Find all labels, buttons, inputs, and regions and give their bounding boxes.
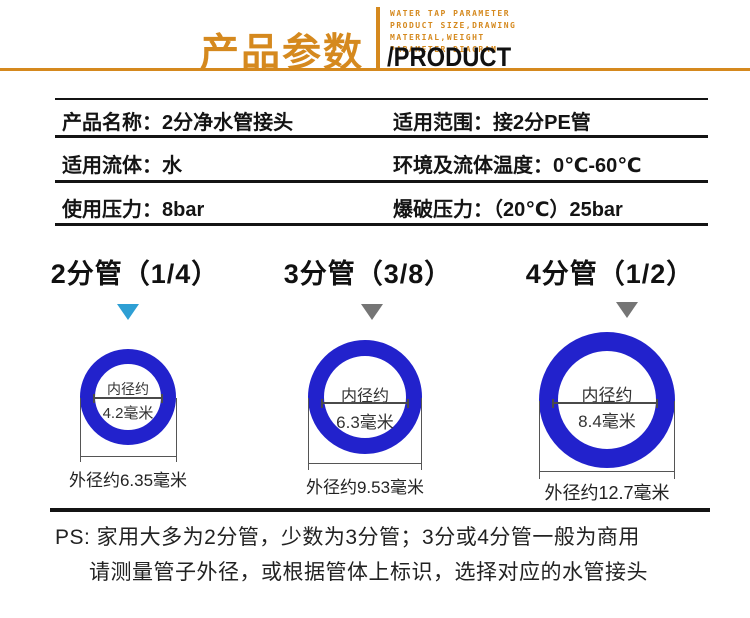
- page-title: 产品参数: [200, 32, 365, 75]
- table-rule: [55, 180, 708, 183]
- tagline-line: PARAMETER DIAGRAM: [390, 45, 498, 54]
- spec-label: 使用压力：: [62, 199, 162, 221]
- spec-value: （20℃）25bar: [493, 199, 623, 221]
- spec-label: 爆破压力：: [393, 199, 493, 221]
- inner-diameter-line: [321, 398, 409, 408]
- inner-diameter-line: [93, 393, 163, 403]
- spec-temperature: 环境及流体温度：0℃-60℃: [393, 149, 641, 178]
- table-rule: [55, 223, 708, 226]
- header-tagline: WATER TAP PARAMETER PRODUCT SIZE,DRAWING…: [390, 8, 516, 56]
- spec-label: 环境及流体温度：: [393, 155, 553, 177]
- note-line-1: PS: 家用大多为2分管，少数为3分管；3分或4分管一般为商用: [55, 526, 640, 549]
- spec-label: 适用流体：: [62, 155, 162, 177]
- measure-extension-line: [80, 398, 81, 462]
- pipe-ring-4fen: [539, 332, 675, 468]
- spec-value: 接2分PE管: [493, 112, 591, 134]
- spec-product-name: 产品名称：2分净水管接头: [62, 106, 293, 135]
- spec-label: 适用范围：: [393, 112, 493, 134]
- table-rule: [55, 135, 708, 138]
- outer-diameter-measure-line: [308, 463, 422, 464]
- tagline-line: WATER TAP PARAMETER: [390, 9, 511, 18]
- header-divider-bar: [376, 7, 380, 68]
- spec-value: 8bar: [162, 199, 205, 221]
- table-rule: [55, 98, 708, 100]
- tagline-line: PRODUCT SIZE,DRAWING: [390, 21, 517, 30]
- spec-label: 产品名称：: [62, 112, 162, 134]
- inner-diameter-value: 6.3毫米: [336, 413, 394, 432]
- outer-diameter-value: 外径约6.35毫米: [68, 471, 188, 490]
- page-subtitle: /PRODUCT: [387, 42, 512, 72]
- measure-extension-line: [539, 401, 540, 479]
- spec-applicable-fluid: 适用流体：水: [62, 149, 182, 178]
- outer-diameter-measure-line: [80, 456, 177, 457]
- spec-burst-pressure: 爆破压力：（20℃）25bar: [393, 193, 623, 222]
- outer-diameter-measure-line: [539, 471, 675, 472]
- spec-value: 0℃-60℃: [553, 155, 642, 177]
- spec-working-pressure: 使用压力：8bar: [62, 193, 204, 222]
- tagline-line: MATERIAL,WEIGHT: [390, 33, 485, 42]
- measure-extension-line: [176, 398, 177, 462]
- spec-value: 2分净水管接头: [162, 112, 294, 134]
- pipe-title-3fen: 3分管（3/8）: [283, 259, 453, 289]
- spec-value: 水: [162, 155, 182, 177]
- inner-diameter-label: 内径约: [581, 386, 633, 405]
- pointer-triangle-icon: [616, 302, 638, 318]
- measure-extension-line: [308, 398, 309, 470]
- pointer-triangle-icon: [117, 304, 139, 320]
- pipe-title-2fen: 2分管（1/4）: [50, 259, 220, 289]
- inner-diameter-line: [552, 398, 658, 408]
- inner-diameter-label: 内径约: [340, 388, 389, 405]
- measure-extension-line: [421, 398, 422, 470]
- inner-diameter-label: 内径约: [107, 381, 149, 397]
- outer-diameter-value: 外径约9.53毫米: [305, 478, 425, 497]
- inner-diameter-value: 4.2毫米: [102, 405, 154, 422]
- outer-diameter-value: 外径约12.7毫米: [544, 483, 670, 503]
- spec-applicable-range: 适用范围：接2分PE管: [393, 106, 591, 135]
- pipe-title-4fen: 4分管（1/2）: [525, 259, 695, 289]
- note-line-2: 请测量管子外径，或根据管体上标识，选择对应的水管接头: [89, 561, 648, 584]
- header-rule: [0, 68, 750, 71]
- measure-extension-line: [674, 401, 675, 479]
- inner-diameter-value: 8.4毫米: [578, 412, 636, 431]
- note-rule: [50, 508, 710, 512]
- pointer-triangle-icon: [361, 304, 383, 320]
